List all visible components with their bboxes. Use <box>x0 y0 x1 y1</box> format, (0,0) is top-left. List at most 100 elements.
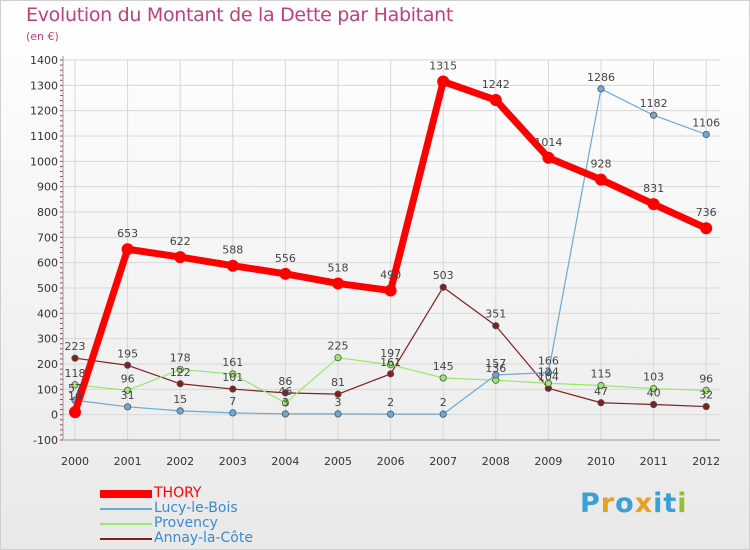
data-point-provency <box>281 399 289 407</box>
legend-label-thory: THORY <box>154 485 202 501</box>
data-label-lucy-le-bois: 3 <box>282 396 289 409</box>
data-point-provency <box>124 386 132 394</box>
y-tick-label: 1200 <box>30 105 58 118</box>
data-label-thory: 556 <box>275 252 296 265</box>
y-tick-label: 1400 <box>30 54 58 67</box>
y-tick-label: 0 <box>51 409 58 422</box>
y-tick-label: 900 <box>37 181 58 194</box>
data-point-provency <box>439 374 447 382</box>
data-label-annay-la-cote: 104 <box>538 370 559 383</box>
data-label-provency: 118 <box>65 367 86 380</box>
data-label-annay-la-cote: 86 <box>278 375 292 388</box>
data-label-provency: 115 <box>591 368 612 381</box>
data-point-lucy-le-bois <box>597 85 605 93</box>
data-label-thory: 1315 <box>429 60 457 73</box>
logo-letter: P <box>580 488 601 519</box>
data-point-provency <box>544 379 553 387</box>
data-point-thory <box>384 284 397 297</box>
x-tick-label: 2008 <box>482 455 510 468</box>
data-label-provency: 46 <box>278 385 292 398</box>
data-point-thory <box>700 222 713 235</box>
data-label-thory: 928 <box>591 158 612 171</box>
data-point-lucy-le-bois <box>334 410 342 418</box>
data-point-annay-la-cote <box>702 402 710 411</box>
data-point-annay-la-cote <box>492 322 500 330</box>
data-label-thory: 622 <box>170 235 191 248</box>
y-tick-label: 300 <box>37 333 58 346</box>
data-label-lucy-le-bois: 2 <box>440 396 447 409</box>
data-label-annay-la-cote: 503 <box>433 269 454 282</box>
y-tick-label: 500 <box>37 282 58 295</box>
legend-label-lucy-le-bois: Lucy-le-Bois <box>154 500 238 516</box>
data-label-provency: 103 <box>643 371 664 384</box>
y-tick-label: 800 <box>37 206 58 219</box>
data-label-provency: 225 <box>328 340 349 353</box>
data-label-thory: 588 <box>222 244 243 257</box>
data-point-provency <box>229 370 237 378</box>
data-label-thory: 653 <box>117 227 138 240</box>
legend-label-annay-la-cote: Annay-la-Côte <box>154 530 253 546</box>
data-label-thory: 518 <box>328 261 349 274</box>
data-label-lucy-le-bois: 1182 <box>640 97 668 110</box>
x-tick-label: 2000 <box>61 455 89 468</box>
legend-swatch-provency <box>100 523 152 525</box>
chart-subtitle: (en €) <box>26 30 59 43</box>
data-label-lucy-le-bois: 57 <box>68 382 82 395</box>
data-label-provency: 124 <box>538 365 559 378</box>
x-tick-label: 2004 <box>271 455 299 468</box>
x-tick-label: 2001 <box>114 455 142 468</box>
chart-title: Evolution du Montant de la Dette par Hab… <box>26 4 454 26</box>
y-tick-label: 100 <box>37 383 58 396</box>
data-label-lucy-le-bois: 3 <box>335 396 342 409</box>
logo-letter: i <box>653 488 664 519</box>
data-point-annay-la-cote <box>649 400 658 409</box>
logo-letter: i <box>677 488 688 519</box>
data-label-thory: 1242 <box>482 78 510 91</box>
data-label-provency: 161 <box>222 356 243 369</box>
y-tick-label: 1300 <box>30 79 58 92</box>
data-point-thory <box>279 267 292 280</box>
data-point-lucy-le-bois <box>176 407 184 415</box>
data-label-provency: 197 <box>380 347 401 360</box>
logo-letter: x <box>634 488 654 519</box>
data-label-thory: 490 <box>380 269 401 282</box>
data-point-thory <box>69 406 81 419</box>
data-point-lucy-le-bois <box>544 369 553 377</box>
data-point-lucy-le-bois <box>649 111 658 119</box>
data-label-annay-la-cote: 195 <box>117 347 138 360</box>
data-point-annay-la-cote <box>334 390 342 398</box>
y-tick-label: 1100 <box>30 130 58 143</box>
data-label-annay-la-cote: 351 <box>485 308 506 321</box>
data-point-lucy-le-bois <box>124 403 132 411</box>
logo-letter: r <box>600 488 616 519</box>
proxiti-logo: Proxiti <box>580 488 688 519</box>
data-point-thory <box>121 243 134 256</box>
legend-swatch-lucy-le-bois <box>100 508 152 510</box>
data-label-thory: 1014 <box>534 136 562 149</box>
y-tick-label: 1000 <box>30 155 58 168</box>
data-label-thory: 736 <box>696 206 717 219</box>
data-label-annay-la-cote: 161 <box>380 356 401 369</box>
data-point-lucy-le-bois <box>229 409 237 417</box>
x-tick-label: 2005 <box>324 455 352 468</box>
x-tick-label: 2003 <box>219 455 247 468</box>
data-point-provency <box>386 361 395 369</box>
data-label-annay-la-cote: 101 <box>222 371 243 384</box>
legend-swatch-annay-la-cote <box>100 538 152 540</box>
data-label-annay-la-cote: 40 <box>647 387 661 400</box>
data-label-lucy-le-bois: 157 <box>485 357 506 370</box>
data-point-annay-la-cote <box>281 389 289 397</box>
x-tick-label: 2007 <box>429 455 457 468</box>
data-label-thory: 831 <box>643 182 664 195</box>
data-label-lucy-le-bois: 1106 <box>692 116 720 129</box>
data-label-annay-la-cote: 81 <box>331 376 345 389</box>
data-point-annay-la-cote <box>124 361 132 369</box>
data-point-annay-la-cote <box>597 399 605 407</box>
data-label-provency: 96 <box>699 372 713 385</box>
data-point-lucy-le-bois <box>492 371 500 379</box>
logo-letter: t <box>663 488 678 519</box>
data-point-annay-la-cote <box>386 370 395 378</box>
x-tick-label: 2012 <box>692 455 720 468</box>
data-point-provency <box>649 384 658 393</box>
